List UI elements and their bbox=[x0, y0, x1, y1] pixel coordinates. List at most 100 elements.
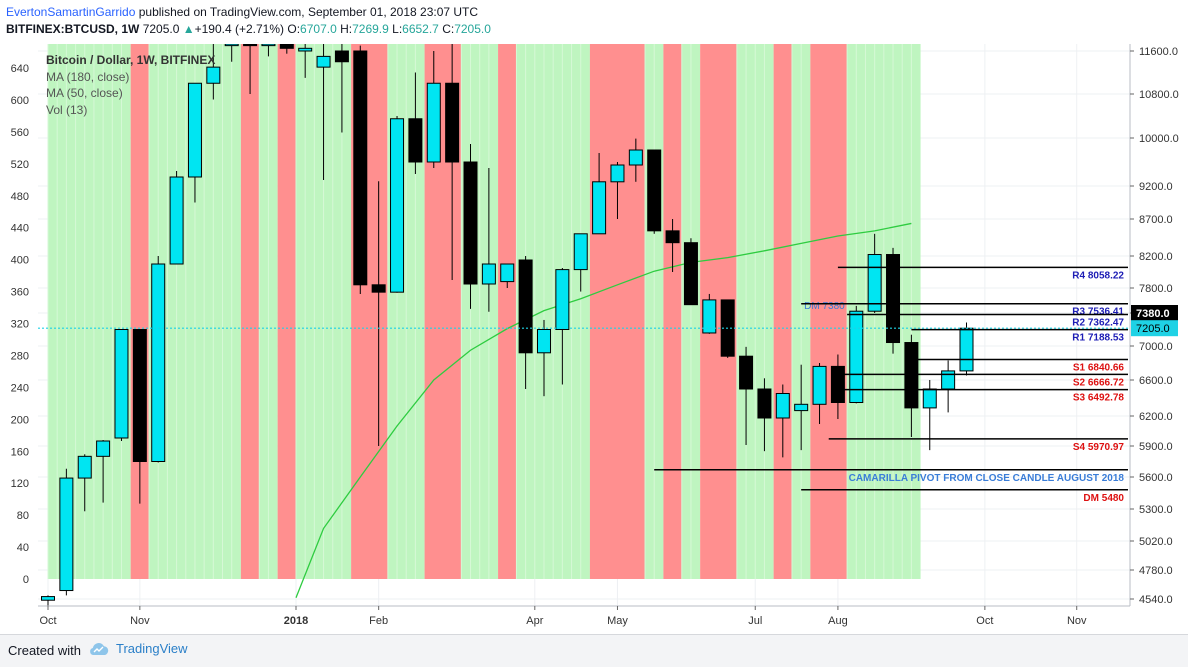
candle[interactable] bbox=[886, 247, 901, 354]
candle[interactable] bbox=[647, 149, 662, 234]
candle-body bbox=[445, 82, 460, 163]
candle[interactable] bbox=[592, 153, 607, 235]
close-value: 7205.0 bbox=[454, 22, 491, 36]
candle-body bbox=[169, 176, 184, 265]
candle[interactable] bbox=[610, 162, 625, 219]
author-link[interactable]: EvertonSamartinGarrido bbox=[6, 5, 136, 19]
volume-tick-label: 80 bbox=[17, 510, 29, 522]
candle[interactable] bbox=[132, 329, 147, 504]
candles[interactable] bbox=[41, 44, 974, 607]
candle[interactable] bbox=[371, 181, 386, 446]
candle[interactable] bbox=[665, 219, 680, 272]
candle[interactable] bbox=[298, 44, 313, 78]
candle[interactable] bbox=[96, 440, 111, 503]
symbol-text[interactable]: BITFINEX:BTCUSD, 1W bbox=[6, 22, 140, 36]
price-tag-label: 7380.0 bbox=[1136, 308, 1170, 320]
x-tick-label: Oct bbox=[976, 615, 993, 627]
candle[interactable] bbox=[573, 233, 588, 292]
candle[interactable] bbox=[243, 44, 258, 94]
candle[interactable] bbox=[353, 45, 368, 294]
candle[interactable] bbox=[720, 299, 735, 358]
candle-body bbox=[775, 393, 790, 419]
candle[interactable] bbox=[41, 595, 55, 607]
candle[interactable] bbox=[812, 363, 827, 424]
y-tick-label: 5020.0 bbox=[1139, 536, 1173, 548]
candle[interactable] bbox=[77, 454, 92, 512]
signal-band-red bbox=[589, 44, 646, 579]
price-tag bbox=[1131, 305, 1178, 321]
candle[interactable] bbox=[445, 44, 460, 280]
candle[interactable] bbox=[261, 44, 276, 57]
candle-body bbox=[114, 329, 129, 439]
symbol-line: BITFINEX:BTCUSD, 1W 7205.0 ▲+190.4 (+2.7… bbox=[6, 22, 491, 36]
candle[interactable] bbox=[206, 44, 221, 100]
candle[interactable] bbox=[463, 144, 478, 309]
candle[interactable] bbox=[683, 238, 698, 306]
candle-body bbox=[647, 149, 662, 232]
x-tick-label: Feb bbox=[369, 615, 388, 627]
candle[interactable] bbox=[187, 82, 202, 203]
candle[interactable] bbox=[941, 360, 956, 413]
pivot-label: R2 7362.47 bbox=[1072, 318, 1124, 329]
publish-line: EvertonSamartinGarrido published on Trad… bbox=[6, 5, 478, 19]
pivot-label: DM 7380 bbox=[804, 301, 845, 312]
candle-body bbox=[77, 455, 92, 479]
candle[interactable] bbox=[849, 305, 864, 404]
legend-ma180[interactable]: MA (180, close) bbox=[46, 69, 130, 84]
candle[interactable] bbox=[426, 51, 441, 168]
legend-vol[interactable]: Vol (13) bbox=[46, 102, 88, 117]
candle[interactable] bbox=[757, 378, 772, 452]
candle-body bbox=[463, 161, 478, 285]
moving-average bbox=[295, 222, 912, 599]
pivot-label: S2 6666.72 bbox=[1073, 377, 1125, 388]
candle[interactable] bbox=[500, 263, 515, 288]
candle[interactable] bbox=[408, 72, 423, 175]
signal-bands bbox=[47, 44, 921, 579]
candle[interactable] bbox=[555, 268, 570, 385]
pivot-label: S1 6840.66 bbox=[1073, 363, 1125, 374]
y-tick-label: 11600.0 bbox=[1139, 46, 1178, 58]
candle[interactable] bbox=[151, 256, 166, 463]
candle[interactable] bbox=[279, 44, 294, 54]
ma-line bbox=[295, 222, 912, 599]
y-tick-label: 5300.0 bbox=[1139, 504, 1173, 516]
candle[interactable] bbox=[959, 322, 974, 376]
y-tick-label: 9200.0 bbox=[1139, 181, 1173, 193]
candle[interactable] bbox=[481, 168, 496, 312]
change-value: +190.4 (+2.71%) bbox=[194, 22, 285, 36]
candle-body bbox=[261, 44, 276, 47]
candle[interactable] bbox=[169, 171, 184, 265]
legend-ma50[interactable]: MA (50, close) bbox=[46, 86, 123, 100]
volume-tick-label: 400 bbox=[11, 255, 29, 267]
candle[interactable] bbox=[114, 329, 129, 442]
high-label: H: bbox=[340, 22, 353, 36]
volume-tick-label: 480 bbox=[11, 191, 29, 203]
candle-body bbox=[794, 403, 809, 412]
published-text: published on TradingView.com, September … bbox=[138, 5, 479, 19]
tradingview-link[interactable]: TradingView bbox=[88, 641, 188, 656]
legend-title: Bitcoin / Dollar, 1W, BITFINEX bbox=[46, 53, 216, 67]
candle[interactable] bbox=[628, 138, 643, 182]
candle-body bbox=[904, 342, 919, 409]
candle[interactable] bbox=[867, 233, 882, 313]
volume-tick-label: 360 bbox=[11, 287, 29, 299]
candle[interactable] bbox=[316, 44, 331, 180]
candle[interactable] bbox=[794, 364, 809, 451]
volume-tick-label: 240 bbox=[11, 382, 29, 394]
candle[interactable] bbox=[518, 256, 533, 389]
low-value: 6652.7 bbox=[402, 22, 439, 36]
candle[interactable] bbox=[59, 468, 74, 596]
candle[interactable] bbox=[334, 44, 349, 133]
signal-band-red bbox=[240, 44, 260, 579]
y-tick-label: 4540.0 bbox=[1139, 594, 1173, 606]
volume-tick-label: 280 bbox=[11, 350, 29, 362]
candle[interactable] bbox=[702, 293, 717, 334]
candle[interactable] bbox=[390, 116, 405, 293]
candle[interactable] bbox=[739, 346, 754, 445]
candle[interactable] bbox=[536, 319, 551, 397]
candle-body bbox=[573, 233, 588, 271]
candle[interactable] bbox=[224, 44, 239, 62]
candle[interactable] bbox=[775, 384, 790, 458]
candle[interactable] bbox=[830, 354, 845, 420]
